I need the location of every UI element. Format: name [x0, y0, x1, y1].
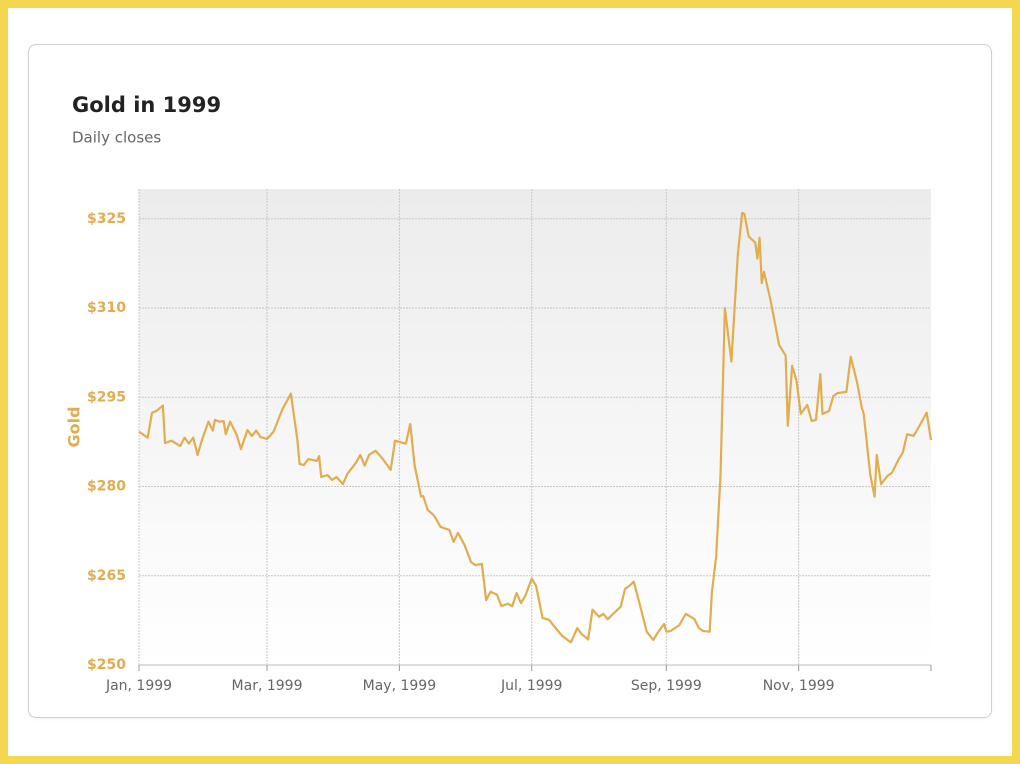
x-tick-label: Sep, 1999	[631, 678, 702, 694]
y-tick-label: $295	[87, 389, 126, 405]
x-tick-label: Nov, 1999	[763, 678, 835, 694]
chart-subtitle: Daily closes	[72, 129, 161, 147]
x-tick-label: May, 1999	[363, 678, 436, 694]
y-tick-label: $280	[87, 479, 126, 495]
price-line	[138, 211, 933, 644]
x-tick-label: Jan, 1999	[105, 678, 172, 694]
y-tick-label: $250	[87, 657, 126, 673]
y-tick-label: $325	[87, 211, 126, 227]
y-tick-label: $310	[87, 300, 126, 316]
y-axis-label: Gold	[65, 406, 84, 447]
chart-title: Gold in 1999	[72, 93, 221, 117]
x-tick-label: Mar, 1999	[232, 678, 303, 694]
x-tick-label: Jul, 1999	[500, 678, 562, 694]
y-tick-label: $265	[87, 568, 126, 584]
plot-area	[139, 189, 931, 665]
